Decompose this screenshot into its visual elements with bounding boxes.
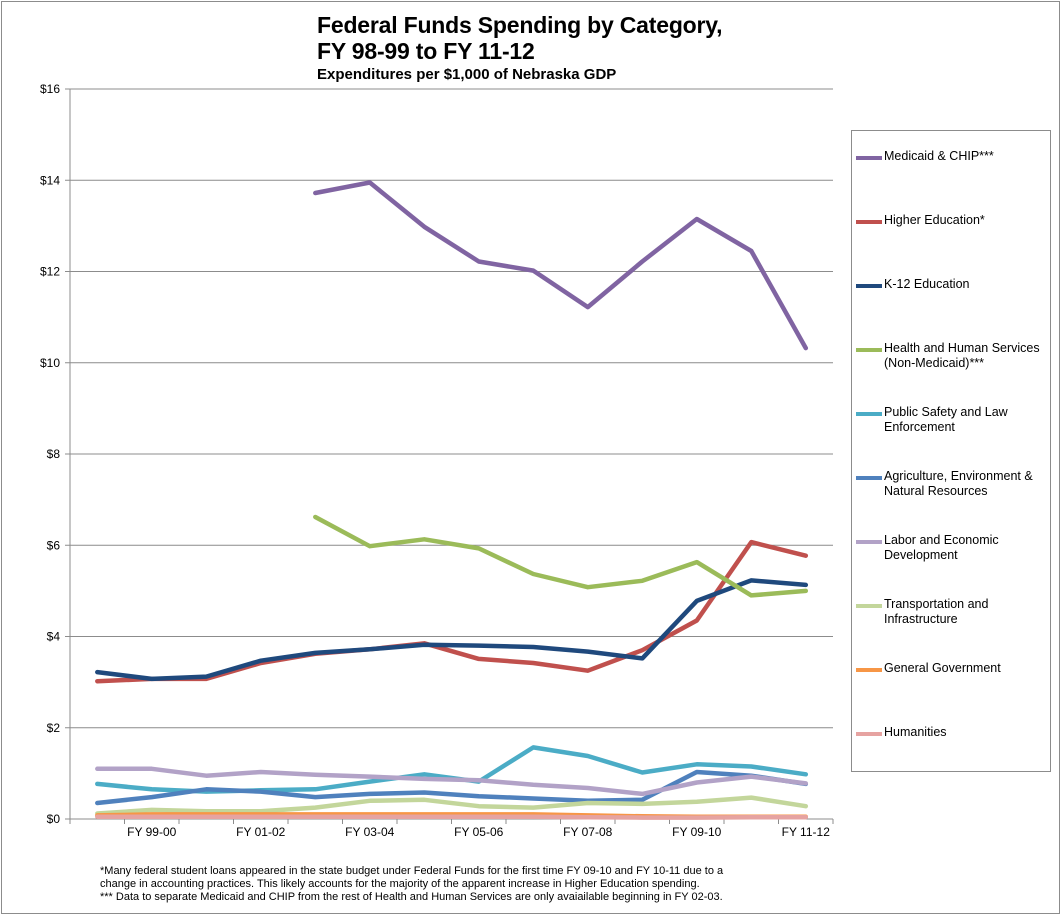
- y-tick-label: $14: [40, 173, 60, 187]
- legend-label-line-1: General Government: [884, 661, 1001, 675]
- legend-label-line-2: Development: [884, 548, 958, 562]
- legend-label-line-2: Enforcement: [884, 420, 955, 434]
- series-line: [95, 766, 809, 797]
- legend-label-line-1: K-12 Education: [884, 277, 970, 291]
- series-lines: [95, 180, 809, 820]
- legend-label: Humanities: [884, 725, 1046, 740]
- legend-label: Health and Human Services (Non-Medicaid)*…: [884, 341, 1046, 371]
- chart-title-line-2: FY 98-99 to FY 11-12: [317, 38, 535, 64]
- x-tick-label: FY 05-06: [454, 825, 503, 839]
- legend-swatch: [856, 668, 882, 672]
- footnote-line-2: change in accounting practices. This lik…: [100, 878, 700, 890]
- legend-swatch: [856, 604, 882, 608]
- legend-label: Medicaid & CHIP***: [884, 149, 1046, 164]
- legend-label: Labor and Economic Development: [884, 533, 1046, 563]
- x-tick-label: FY 07-08: [563, 825, 612, 839]
- y-tick-label: $12: [40, 265, 60, 279]
- series-line: [95, 745, 809, 794]
- series-line: [95, 814, 809, 820]
- legend-label: Agriculture, Environment & Natural Resour…: [884, 469, 1046, 499]
- legend-label-line-1: Medicaid & CHIP***: [884, 149, 994, 163]
- legend-label: Public Safety and Law Enforcement: [884, 405, 1046, 435]
- tick-labels: $0 $2 $4 $6 $8 $10 $12 $14 $16 FY 99-00 FY 01-02 FY…: [40, 82, 830, 839]
- y-tick-label: $6: [47, 538, 61, 552]
- legend-label-line-1: Transportation and: [884, 597, 989, 611]
- chart-subtitle: Expenditures per $1,000 of Nebraska GDP: [317, 66, 617, 83]
- legend-label-line-1: Health and Human Services: [884, 341, 1040, 355]
- x-tick-label: FY 01-02: [236, 825, 285, 839]
- y-tick-label: $8: [47, 447, 61, 461]
- legend-label-line-1: Public Safety and Law: [884, 405, 1008, 419]
- legend: Medicaid & CHIP*** Higher Education* K-12 …: [851, 130, 1051, 772]
- footnote-line-1: *Many federal student loans appeared in …: [100, 865, 724, 877]
- series-line: [95, 769, 809, 806]
- x-tick-label: FY 03-04: [345, 825, 394, 839]
- x-tick-label: FY 09-10: [672, 825, 721, 839]
- legend-swatch: [856, 476, 882, 480]
- legend-swatch: [856, 732, 882, 736]
- legend-label: Higher Education*: [884, 213, 1046, 228]
- y-tick-label: $10: [40, 356, 60, 370]
- chart-title: Federal Funds Spending by Category,: [317, 12, 723, 38]
- y-tick-label: $16: [40, 82, 60, 96]
- legend-label-line-1: Labor and Economic: [884, 533, 999, 547]
- legend-label-line-2: Infrastructure: [884, 612, 958, 626]
- legend-swatch: [856, 156, 882, 160]
- y-tick-label: $2: [47, 721, 61, 735]
- legend-label-line-1: Humanities: [884, 725, 947, 739]
- series-line: [95, 578, 809, 682]
- footnotes: *Many federal student loans appeared in …: [100, 865, 820, 904]
- legend-label-line-1: Higher Education*: [884, 213, 985, 227]
- y-tick-label: $4: [47, 630, 61, 644]
- footnote-line-3: *** Data to separate Medicaid and CHIP f…: [100, 891, 723, 903]
- legend-label-line-2: Natural Resources: [884, 484, 988, 498]
- legend-swatch: [856, 348, 882, 352]
- series-line: [313, 514, 809, 598]
- legend-label: Transportation and Infrastructure: [884, 597, 1046, 627]
- legend-label-line-2: (Non-Medicaid)***: [884, 356, 985, 370]
- legend-swatch: [856, 284, 882, 288]
- legend-label: General Government: [884, 661, 1046, 676]
- chart-title-block: Federal Funds Spending by Category, FY 9…: [317, 12, 723, 83]
- axes: [65, 88, 834, 824]
- legend-label: K-12 Education: [884, 277, 1046, 292]
- legend-swatch: [856, 412, 882, 416]
- x-tick-label: FY 11-12: [782, 825, 831, 839]
- gridlines: [70, 88, 833, 729]
- y-tick-label: $0: [47, 812, 61, 826]
- x-tick-label: FY 99-00: [127, 825, 176, 839]
- legend-swatch: [856, 540, 882, 544]
- legend-label-line-1: Agriculture, Environment &: [884, 469, 1033, 483]
- series-line: [95, 795, 809, 816]
- legend-swatch: [856, 220, 882, 224]
- series-line: [313, 180, 809, 351]
